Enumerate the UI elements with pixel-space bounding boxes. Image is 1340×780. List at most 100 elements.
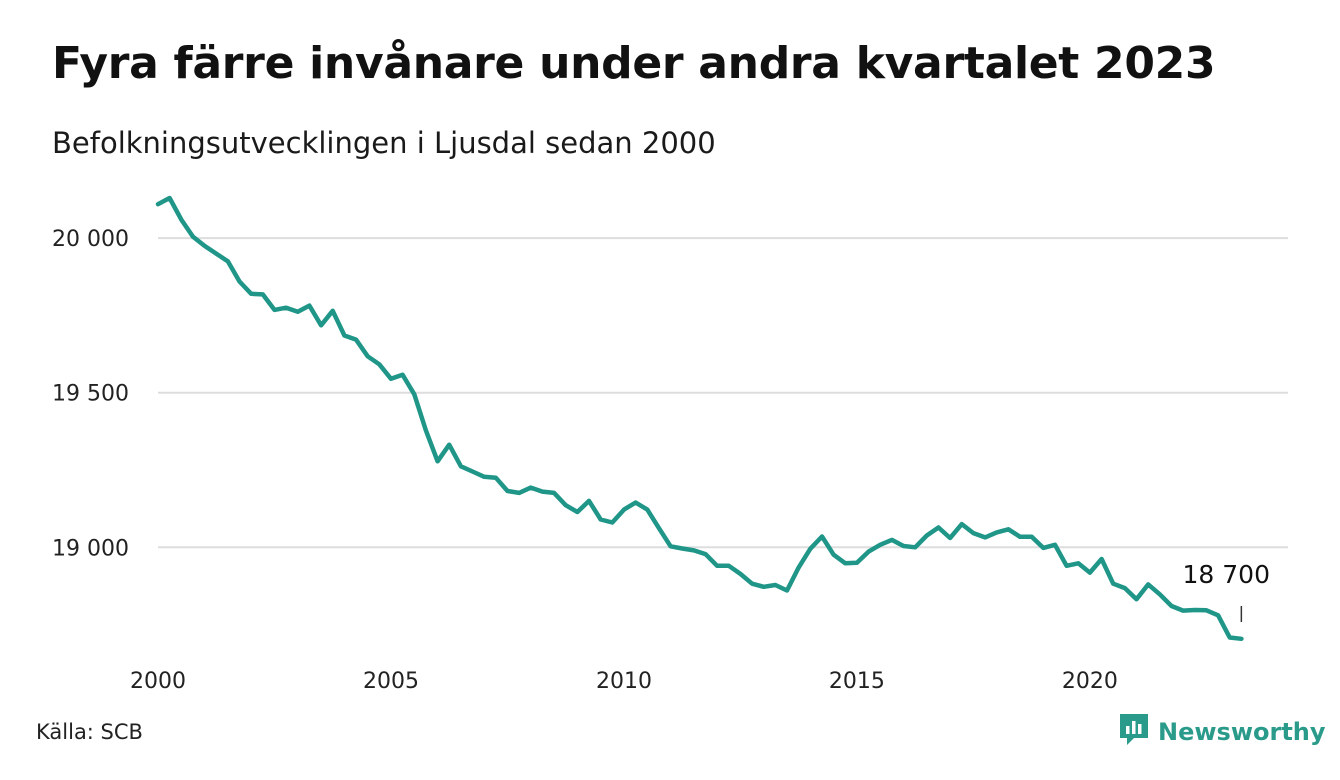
y-axis-ticks: 20 000 19 500 19 000 (52, 227, 129, 561)
data-point (831, 552, 835, 556)
data-point (901, 544, 905, 548)
data-point (494, 476, 498, 480)
data-point (703, 552, 707, 556)
data-point (529, 485, 533, 489)
data-point (820, 534, 824, 538)
data-point (762, 585, 766, 589)
data-point (202, 244, 206, 248)
data-point (866, 549, 870, 553)
data-point (459, 464, 463, 468)
data-point (400, 373, 404, 377)
data-point (692, 548, 696, 552)
data-point (843, 561, 847, 565)
data-point (167, 196, 171, 200)
data-point (668, 544, 672, 548)
data-point (1228, 635, 1232, 639)
data-point (365, 354, 369, 358)
x-tick-label: 2000 (130, 669, 186, 694)
data-point (214, 251, 218, 255)
data-point (960, 522, 964, 526)
end-annotation: 18 700 (1183, 560, 1270, 622)
data-point (307, 303, 311, 307)
data-point (913, 545, 917, 549)
y-tick-label: 20 000 (52, 227, 129, 252)
data-point (447, 442, 451, 446)
data-point (995, 530, 999, 534)
data-point (1064, 564, 1068, 568)
data-point (1041, 546, 1045, 550)
brand-name: Newsworthy (1158, 718, 1326, 746)
data-point (1216, 613, 1220, 617)
data-point (540, 489, 544, 493)
data-point (680, 546, 684, 550)
data-point (971, 531, 975, 535)
x-axis-ticks: 2000 2005 2010 2015 2020 (130, 669, 1118, 694)
data-point (435, 459, 439, 463)
data-point (1111, 582, 1115, 586)
data-point (773, 583, 777, 587)
chart-subtitle: Befolkningsutvecklingen i Ljusdal sedan … (52, 126, 716, 160)
data-point (389, 377, 393, 381)
end-value-label: 18 700 (1183, 560, 1270, 589)
data-point (482, 475, 486, 479)
data-point (808, 547, 812, 551)
data-point (983, 535, 987, 539)
data-point (1134, 597, 1138, 601)
data-point (564, 503, 568, 507)
data-point (237, 279, 241, 283)
data-point (354, 337, 358, 341)
data-point (936, 525, 940, 529)
data-point (412, 392, 416, 396)
data-point (1158, 592, 1162, 596)
data-point (1006, 527, 1010, 531)
data-point (377, 362, 381, 366)
data-point (1193, 608, 1197, 612)
data-point (272, 308, 276, 312)
data-point (1088, 570, 1092, 574)
data-point (470, 469, 474, 473)
data-point (1053, 543, 1057, 547)
data-point (622, 507, 626, 511)
data-point (249, 292, 253, 296)
data-point (587, 499, 591, 503)
data-point (645, 507, 649, 511)
data-point (424, 428, 428, 432)
y-tick-label: 19 000 (52, 536, 129, 561)
data-point (610, 520, 614, 524)
data-point (1123, 586, 1127, 590)
data-point (1099, 557, 1103, 561)
series-layer (155, 195, 1244, 642)
data-point (785, 588, 789, 592)
data-point (727, 564, 731, 568)
data-point (191, 234, 195, 238)
data-point (750, 582, 754, 586)
data-point (890, 538, 894, 542)
x-tick-label: 2020 (1062, 669, 1118, 694)
data-point (552, 491, 556, 495)
data-point (878, 543, 882, 547)
data-point (738, 572, 742, 576)
data-point (261, 292, 265, 296)
data-point (796, 565, 800, 569)
data-point (1146, 582, 1150, 586)
data-point (925, 533, 929, 537)
y-tick-label: 19 500 (52, 382, 129, 407)
chart-title: Fyra färre invånare under andra kvartale… (52, 38, 1216, 89)
data-point (575, 510, 579, 514)
source-label: Källa: SCB (36, 720, 143, 744)
data-point (948, 536, 952, 540)
data-point (284, 306, 288, 310)
data-point (633, 500, 637, 504)
brand-logo[interactable]: Newsworthy (1118, 712, 1326, 752)
x-tick-label: 2005 (363, 669, 419, 694)
data-point (156, 202, 160, 206)
data-point (505, 489, 509, 493)
data-point (226, 259, 230, 263)
data-point (1204, 608, 1208, 612)
grid-lines (158, 237, 1288, 549)
data-point (331, 309, 335, 313)
series-line (155, 195, 1244, 642)
data-point (715, 564, 719, 568)
data-point (598, 517, 602, 521)
data-point (296, 310, 300, 314)
